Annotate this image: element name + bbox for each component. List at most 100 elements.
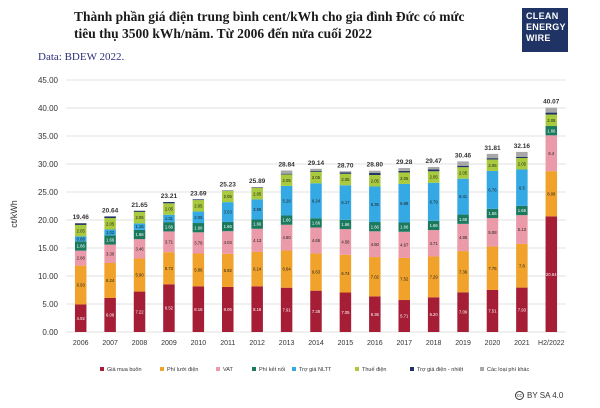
bar-segment: [74, 223, 87, 225]
segment-value-label: 8.52: [165, 306, 174, 311]
bar-total-label: 29.28: [396, 159, 413, 166]
segment-value-label: 6.24: [312, 198, 321, 203]
segment-value-label: 2.05: [194, 203, 203, 208]
legend-item: Các loại phí khác: [480, 367, 529, 373]
x-tick-label: 2017: [396, 340, 412, 347]
legend-label: Giá mua buôn: [107, 367, 142, 373]
bar-segment: [398, 172, 410, 184]
bar-segment: [339, 292, 352, 332]
x-tick-label: 2009: [161, 340, 177, 347]
bar-total-label: 19.46: [73, 214, 90, 221]
bar-segment: [369, 173, 381, 175]
y-tick-label: 30.00: [38, 160, 59, 169]
legend-swatch: [252, 367, 256, 371]
x-tick-label: 2016: [367, 340, 383, 347]
bar-segment: [545, 171, 558, 217]
segment-value-label: 2.05: [547, 118, 556, 123]
segment-value-label: 7.29: [430, 274, 439, 279]
segment-value-label: 6.35: [371, 202, 380, 207]
bar-segment: [192, 211, 205, 224]
bar-segment: [486, 170, 499, 209]
x-axis: 2006 2007 2008 2009 2010 2011 2012 2013 2014 2015…: [73, 340, 565, 347]
license-text: BY SA 4.0: [527, 391, 564, 400]
bar-stack-2008: 7.22 5.90 3.46 1.66 1.16 2.05 21.65: [131, 202, 148, 332]
bar-segment: [516, 205, 528, 216]
bar-segment: [192, 199, 205, 201]
bar-segment: [163, 252, 175, 285]
bar-segment: [457, 292, 469, 332]
bar-total-label: 29.14: [308, 160, 325, 167]
bar-segment: [339, 173, 352, 186]
bars: 4.92 6.93 2.68 1.66 0.88 2.05 19.46 6.08 6.24 3.3…: [73, 99, 560, 332]
segment-value-label: 20.64: [546, 272, 557, 277]
bar-segment: [427, 171, 440, 183]
bar-segment: [369, 231, 381, 258]
bar-segment: [163, 203, 175, 215]
y-tick-label: 0.00: [42, 328, 58, 337]
legend-label: Trợ giá điện - nhiệt: [417, 367, 464, 373]
legend-item: VAT: [216, 367, 234, 373]
segment-value-label: 7.09: [459, 310, 468, 315]
bar-segment: [516, 157, 528, 159]
logo-line-2: ENERGY: [526, 22, 566, 32]
segment-value-label: 2.05: [194, 215, 203, 220]
bar-segment: [545, 107, 558, 113]
bar-segment: [486, 159, 499, 171]
segment-value-label: 1.66: [400, 225, 409, 230]
bar-segment: [163, 231, 175, 253]
segment-value-label: 3.30: [106, 251, 115, 256]
bar-segment: [339, 172, 352, 174]
legend-swatch: [160, 367, 164, 371]
bar-segment: [222, 190, 234, 203]
segment-value-label: 7.8: [519, 263, 525, 268]
clean-energy-wire-logo[interactable]: CLEAN ENERGY WIRE: [522, 8, 568, 52]
segment-value-label: 6.64: [283, 267, 292, 272]
bar-segment: [222, 253, 234, 287]
bar-segment: [427, 297, 440, 332]
bar-stack-2012: 8.16 6.14 4.13 1.66 3.59 2.05 25.89: [249, 178, 266, 332]
bar-stack-2021: 7.93 7.8 5.13 1.66 6.5 2.05 32.16: [514, 143, 530, 332]
bar-segment: [398, 170, 410, 173]
segment-value-label: 7.05: [341, 310, 350, 315]
x-tick-label: 2006: [73, 340, 89, 347]
bar-segment: [280, 215, 293, 225]
segment-value-label: 5.92: [224, 268, 233, 273]
y-tick-label: 20.00: [38, 216, 59, 225]
legend-label: Phí kết nối: [259, 367, 285, 373]
segment-value-label: 6.41: [459, 194, 468, 199]
x-tick-label: 2013: [279, 340, 295, 347]
segment-value-label: 7.91: [283, 307, 292, 312]
segment-value-label: 4.67: [400, 242, 409, 247]
segment-value-label: 8.05: [224, 307, 233, 312]
bar-segment: [545, 114, 558, 127]
bar-segment: [280, 174, 293, 186]
logo-line-3: WIRE: [526, 33, 551, 43]
bar-segment: [280, 250, 293, 288]
bar-total-label: 28.70: [337, 162, 354, 169]
x-tick-label: H2/2022: [538, 340, 565, 347]
segment-value-label: 1.31: [165, 216, 174, 221]
segment-value-label: 1.16: [135, 224, 144, 229]
bar-segment: [427, 169, 440, 172]
bar-segment: [192, 253, 205, 287]
segment-value-label: 1.66: [488, 211, 497, 216]
bar-total-label: 25.89: [249, 178, 266, 185]
bar-segment: [516, 169, 528, 206]
bar-total-label: 23.69: [190, 190, 207, 197]
bar-stack-2013: 7.91 6.64 4.60 1.66 5.28 2.05 28.84: [278, 161, 295, 332]
y-tick-label: 15.00: [38, 244, 59, 253]
bar-segment: [310, 171, 322, 184]
bar-segment: [74, 224, 87, 237]
bar-segment: [163, 222, 175, 232]
segment-value-label: 3.71: [165, 239, 174, 244]
bar-segment: [280, 173, 293, 175]
segment-value-label: 1.66: [547, 128, 556, 133]
bar-total-label: 20.64: [102, 207, 119, 214]
y-tick-label: 25.00: [38, 188, 59, 197]
bar-total-label: 25.23: [220, 181, 237, 188]
bar-segment: [398, 231, 410, 258]
legend-item: Giá mua buôn: [100, 367, 142, 373]
bar-segment: [192, 286, 205, 332]
bar-total-label: 31.81: [484, 145, 501, 152]
legend-label: Các loại phí khác: [487, 367, 529, 373]
